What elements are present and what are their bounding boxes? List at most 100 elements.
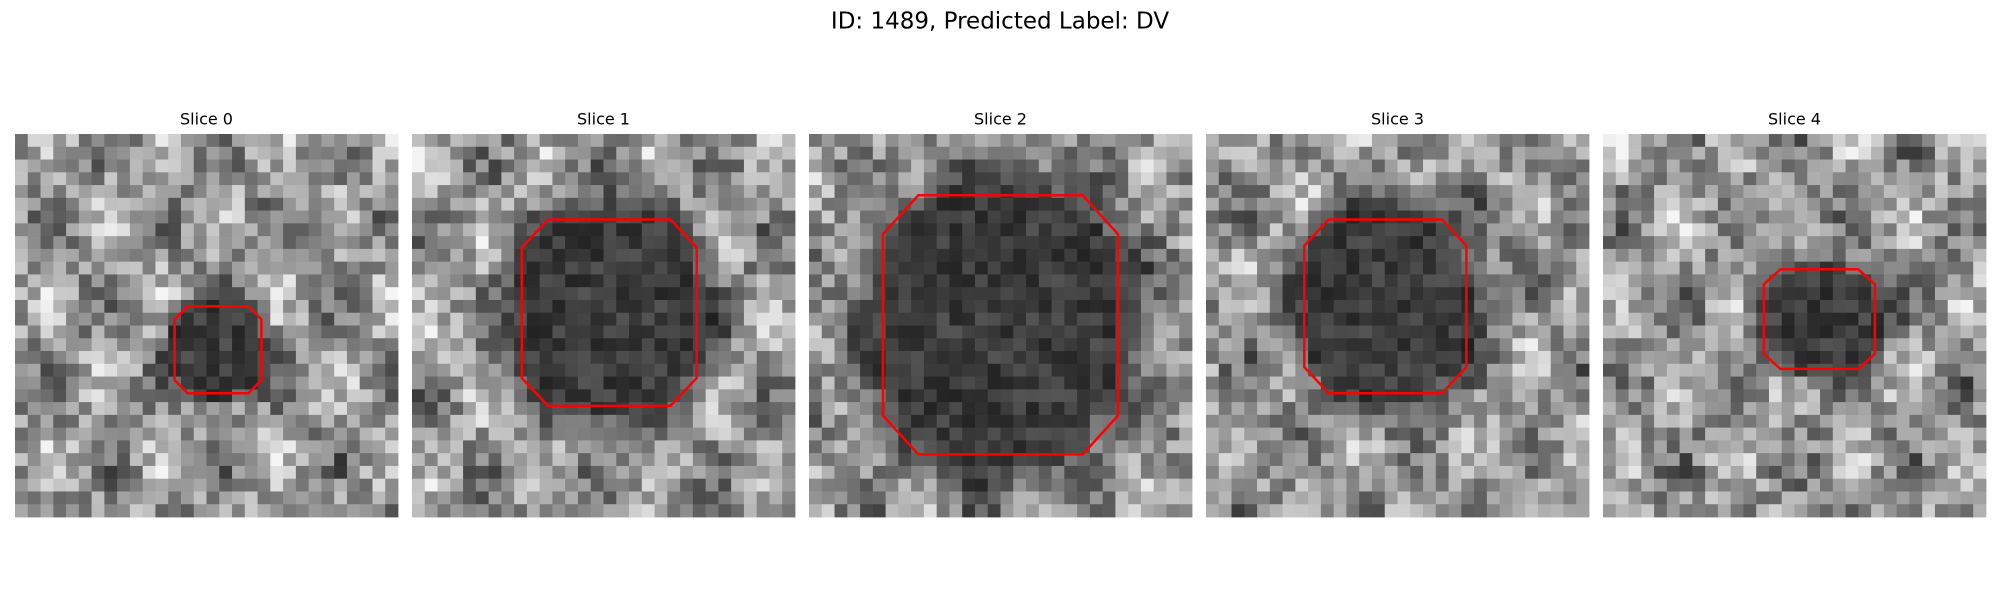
pixel xyxy=(15,478,29,492)
pixel xyxy=(346,159,361,173)
pixel xyxy=(756,146,770,160)
pixel xyxy=(654,325,668,339)
pixel xyxy=(1448,504,1462,518)
pixel xyxy=(1077,274,1091,288)
pixel xyxy=(1603,402,1617,416)
pixel xyxy=(78,236,92,250)
pixel xyxy=(1384,223,1398,237)
pixel xyxy=(1563,146,1577,160)
pixel xyxy=(1705,197,1719,211)
pixel xyxy=(1435,402,1449,416)
pixel xyxy=(488,197,502,211)
pixel xyxy=(412,299,426,314)
pixel xyxy=(1461,287,1475,301)
pixel xyxy=(501,299,515,314)
pixel xyxy=(577,491,592,505)
pixel xyxy=(1486,376,1501,390)
pixel xyxy=(117,440,131,454)
pixel xyxy=(847,427,861,441)
pixel xyxy=(501,185,515,199)
pixel xyxy=(1128,312,1142,326)
pixel xyxy=(718,363,732,377)
pixel xyxy=(450,248,464,263)
pixel xyxy=(385,504,399,518)
pixel xyxy=(1026,299,1040,314)
pixel xyxy=(809,363,823,377)
pixel xyxy=(654,159,668,173)
pixel xyxy=(1576,236,1590,250)
pixel xyxy=(834,402,848,416)
pixel xyxy=(641,491,655,505)
pixel xyxy=(821,453,835,467)
pixel xyxy=(1743,223,1757,237)
pixel xyxy=(847,146,861,160)
pixel xyxy=(53,287,67,301)
pixel xyxy=(718,376,732,390)
pixel xyxy=(1973,414,1987,429)
pixel xyxy=(142,491,156,505)
pixel xyxy=(1308,261,1322,275)
pixel xyxy=(1000,223,1014,237)
pixel xyxy=(66,376,80,390)
pixel xyxy=(1858,159,1872,173)
pixel xyxy=(1871,414,1885,429)
pixel xyxy=(872,491,886,505)
pixel xyxy=(1102,146,1116,160)
pixel xyxy=(346,236,361,250)
pixel xyxy=(1166,210,1180,224)
pixel xyxy=(1410,504,1424,518)
pixel xyxy=(667,223,681,237)
pixel xyxy=(769,351,783,365)
pixel xyxy=(1115,491,1129,505)
pixel xyxy=(898,453,912,467)
pixel xyxy=(219,312,233,326)
pixel xyxy=(1934,210,1949,224)
pixel xyxy=(809,465,823,480)
pixel xyxy=(962,351,976,365)
pixel xyxy=(1922,440,1936,454)
pixel xyxy=(1947,185,1961,199)
pixel xyxy=(756,325,770,339)
pixel xyxy=(872,197,886,211)
pixel xyxy=(1666,491,1680,505)
pixel xyxy=(475,427,489,441)
pixel xyxy=(104,312,118,326)
pixel xyxy=(283,491,297,505)
pixel xyxy=(1397,338,1411,352)
pixel xyxy=(1499,223,1513,237)
pixel xyxy=(463,389,477,403)
pixel xyxy=(334,478,348,492)
pixel xyxy=(295,351,310,365)
pixel xyxy=(1615,197,1629,211)
pixel xyxy=(514,427,528,441)
pixel xyxy=(1628,146,1642,160)
pixel xyxy=(923,325,938,339)
pixel xyxy=(412,274,426,288)
pixel xyxy=(987,261,1001,275)
pixel xyxy=(1140,185,1155,199)
pixel xyxy=(705,236,719,250)
pixel xyxy=(40,146,54,160)
pixel xyxy=(40,299,54,314)
pixel xyxy=(1922,389,1936,403)
pixel xyxy=(860,312,874,326)
pixel xyxy=(1973,210,1987,224)
pixel xyxy=(1705,491,1719,505)
pixel xyxy=(743,312,758,326)
pixel xyxy=(782,134,796,148)
pixel xyxy=(1346,414,1360,429)
pixel xyxy=(923,146,938,160)
pixel xyxy=(974,248,989,263)
pixel xyxy=(1064,478,1078,492)
pixel xyxy=(334,274,348,288)
pixel xyxy=(1973,351,1987,365)
pixel xyxy=(1781,363,1795,377)
pixel xyxy=(1615,261,1629,275)
pixel xyxy=(949,465,963,480)
pixel xyxy=(1537,159,1552,173)
pixel xyxy=(321,223,335,237)
pixel xyxy=(1909,465,1923,480)
pixel xyxy=(860,185,874,199)
pixel xyxy=(1730,223,1744,237)
pixel xyxy=(257,414,271,429)
